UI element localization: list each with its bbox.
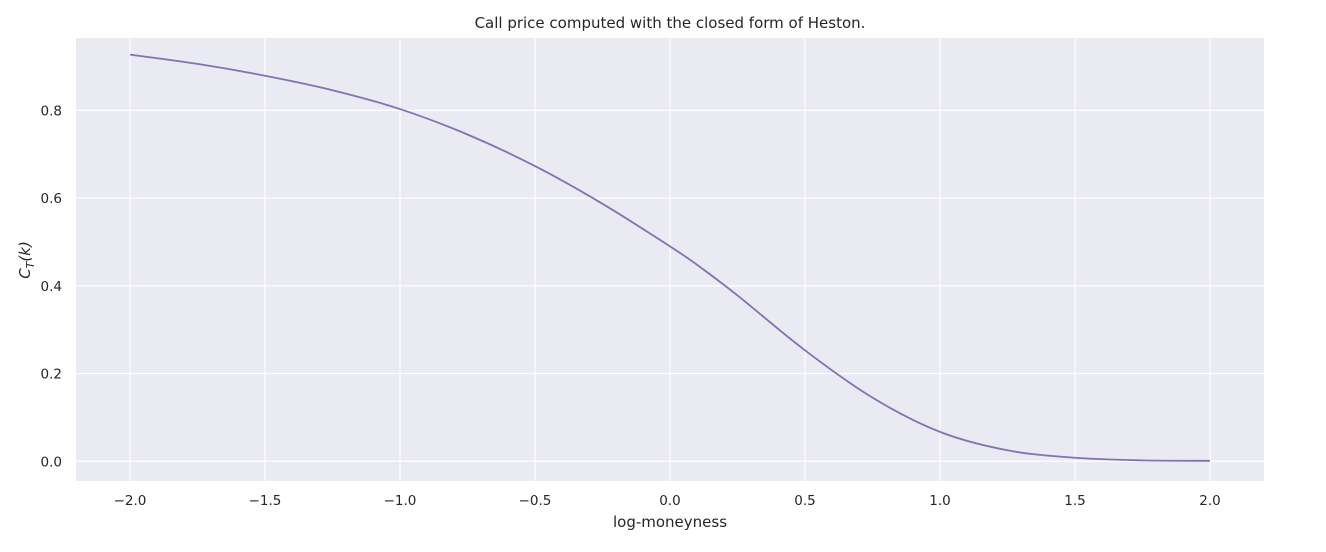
x-tick-label: 0.5: [794, 493, 815, 509]
x-tick-label: 2.0: [1199, 493, 1220, 509]
y-axis-ticks: 0.0 0.2 0.4 0.6 0.8: [41, 103, 62, 470]
grid-lines: [76, 38, 1264, 481]
y-axis-label-arg: (k): [16, 241, 34, 261]
x-axis-ticks: −2.0 −1.5 −1.0 −0.5 0.0 0.5 1.0 1.5 2.0: [114, 493, 1221, 509]
y-tick-label: 0.4: [41, 279, 62, 295]
y-tick-label: 0.6: [41, 191, 62, 207]
x-tick-label: −2.0: [114, 493, 147, 509]
y-axis-label-subscript: T: [24, 260, 37, 268]
y-tick-label: 0.2: [41, 367, 62, 383]
x-tick-label: 1.0: [929, 493, 950, 509]
x-axis-label: log-moneyness: [613, 513, 727, 531]
y-axis-label-main: C: [16, 268, 34, 279]
y-tick-label: 0.0: [41, 454, 62, 470]
x-tick-label: 1.5: [1064, 493, 1085, 509]
x-tick-label: −1.0: [384, 493, 417, 509]
x-tick-label: −0.5: [519, 493, 552, 509]
series-layer: [129, 53, 1211, 462]
y-tick-label: 0.8: [41, 103, 62, 119]
chart-title: Call price computed with the closed form…: [475, 14, 866, 32]
x-tick-label: −1.5: [249, 493, 282, 509]
y-axis-label: CT(k): [16, 241, 37, 279]
call-price-line: [129, 53, 1211, 462]
x-tick-label: 0.0: [659, 493, 680, 509]
